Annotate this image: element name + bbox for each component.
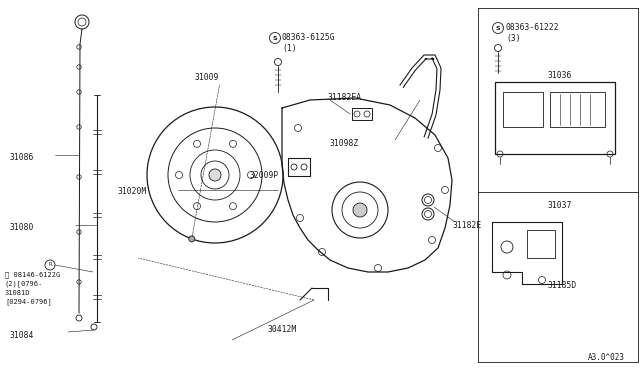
Text: 31086: 31086 <box>10 153 35 161</box>
Text: 31020M: 31020M <box>118 186 147 196</box>
Circle shape <box>353 203 367 217</box>
Text: 31037: 31037 <box>548 201 572 209</box>
Circle shape <box>189 236 195 242</box>
Text: A3.0^023: A3.0^023 <box>588 353 625 362</box>
Text: (2)[0796-: (2)[0796- <box>5 280 44 288</box>
Text: S: S <box>273 35 277 41</box>
Text: 30412M: 30412M <box>268 326 297 334</box>
Text: (1): (1) <box>282 44 296 52</box>
Text: 31182EA: 31182EA <box>328 93 362 102</box>
Text: 31084: 31084 <box>10 331 35 340</box>
Text: [0294-0796]: [0294-0796] <box>5 299 52 305</box>
Text: R: R <box>48 263 52 267</box>
Bar <box>503 92 543 127</box>
Text: 08363-6125G: 08363-6125G <box>282 33 335 42</box>
Text: 31036: 31036 <box>548 71 572 80</box>
Bar <box>352 108 372 120</box>
Text: 31080: 31080 <box>10 222 35 231</box>
Bar <box>495 82 615 154</box>
Text: 31182E: 31182E <box>453 221 483 230</box>
Text: 31098Z: 31098Z <box>330 138 359 148</box>
Text: Ⓡ 08146-6122G: Ⓡ 08146-6122G <box>5 272 60 278</box>
Text: (3): (3) <box>506 33 520 42</box>
Text: 31185D: 31185D <box>548 280 577 289</box>
Circle shape <box>209 169 221 181</box>
Bar <box>527 230 555 258</box>
Text: 31009: 31009 <box>195 73 220 81</box>
Text: 08363-61222: 08363-61222 <box>506 23 559 32</box>
Bar <box>550 92 605 127</box>
Text: 31081D: 31081D <box>5 290 31 296</box>
Text: 32009P: 32009P <box>250 171 279 180</box>
Text: S: S <box>496 26 500 31</box>
